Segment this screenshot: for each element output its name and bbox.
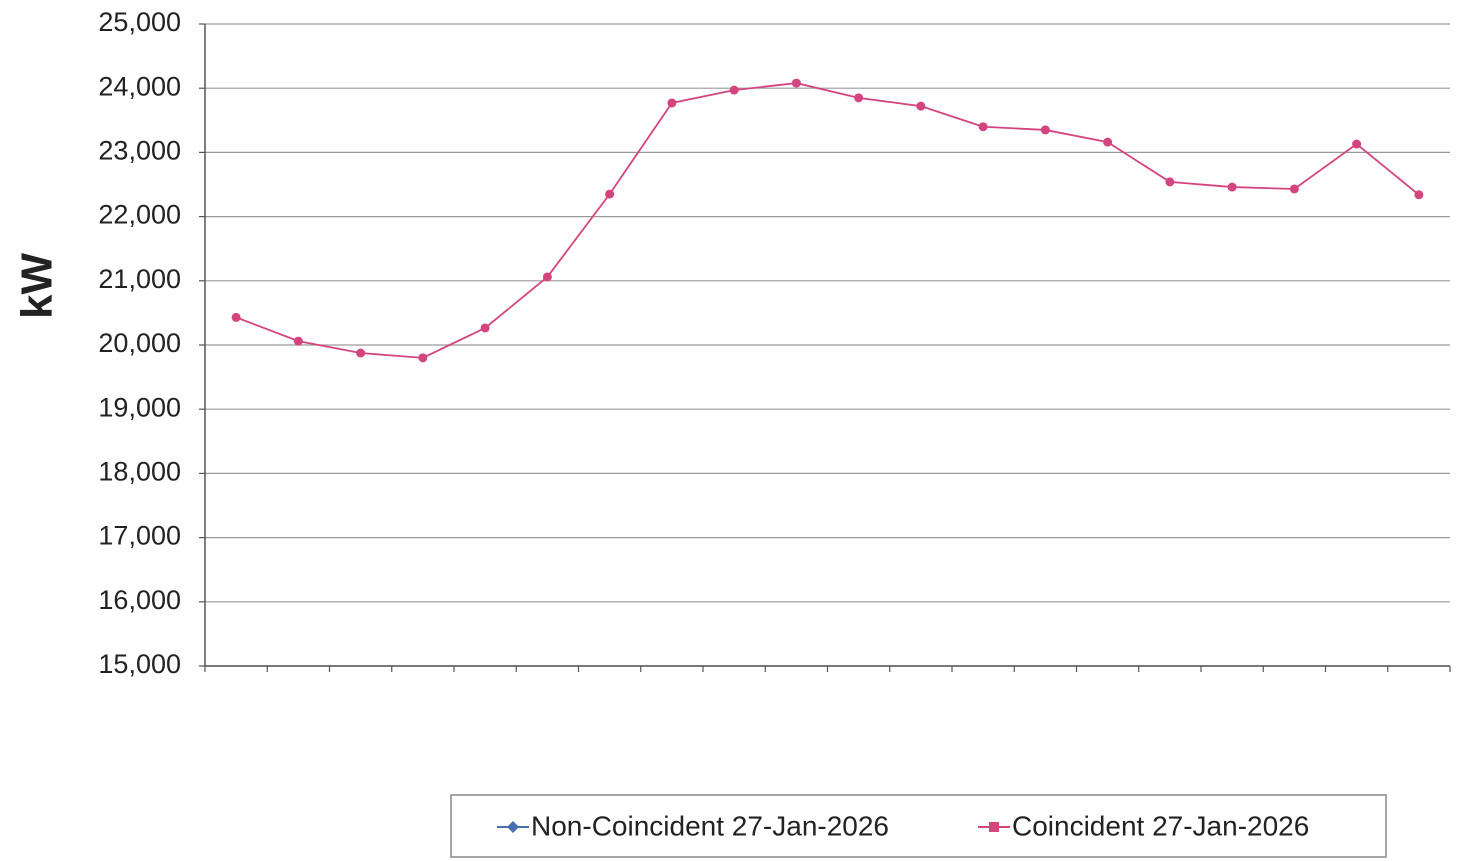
y-tick-label: 15,000: [98, 649, 181, 679]
data-point: [854, 93, 864, 103]
y-axis-label: kW: [13, 253, 62, 319]
y-tick-label: 20,000: [98, 328, 181, 358]
data-point: [418, 353, 428, 363]
data-point: [1289, 184, 1299, 194]
data-point: [542, 272, 552, 282]
data-point: [1165, 177, 1175, 187]
legend-marker: [989, 822, 999, 832]
data-point: [1227, 182, 1237, 192]
y-tick-label: 19,000: [98, 392, 181, 422]
y-tick-label: 24,000: [98, 71, 181, 101]
data-point: [791, 78, 801, 88]
data-point: [605, 189, 615, 199]
data-point: [480, 323, 490, 333]
legend-box: [450, 794, 1387, 858]
data-point: [916, 101, 926, 111]
data-point: [1414, 190, 1424, 200]
data-point: [1352, 139, 1362, 149]
y-tick-label: 18,000: [98, 457, 181, 487]
legend-label: Non-Coincident 27-Jan-2026: [531, 810, 889, 841]
data-point: [667, 98, 677, 108]
y-tick-label: 21,000: [98, 264, 181, 294]
data-point: [231, 312, 241, 322]
legend-marker: [507, 821, 519, 833]
legend-label: Coincident 27-Jan-2026: [1012, 810, 1309, 841]
y-tick-label: 23,000: [98, 136, 181, 166]
data-point: [729, 85, 739, 95]
data-point: [356, 348, 366, 358]
data-point: [978, 122, 988, 132]
y-tick-label: 25,000: [98, 7, 181, 37]
data-point: [293, 336, 303, 346]
series-line: [235, 82, 1420, 359]
y-tick-label: 22,000: [98, 200, 181, 230]
data-point: [1103, 137, 1113, 147]
y-tick-label: 17,000: [98, 521, 181, 551]
y-tick-label: 16,000: [98, 585, 181, 615]
data-point: [1040, 125, 1050, 135]
